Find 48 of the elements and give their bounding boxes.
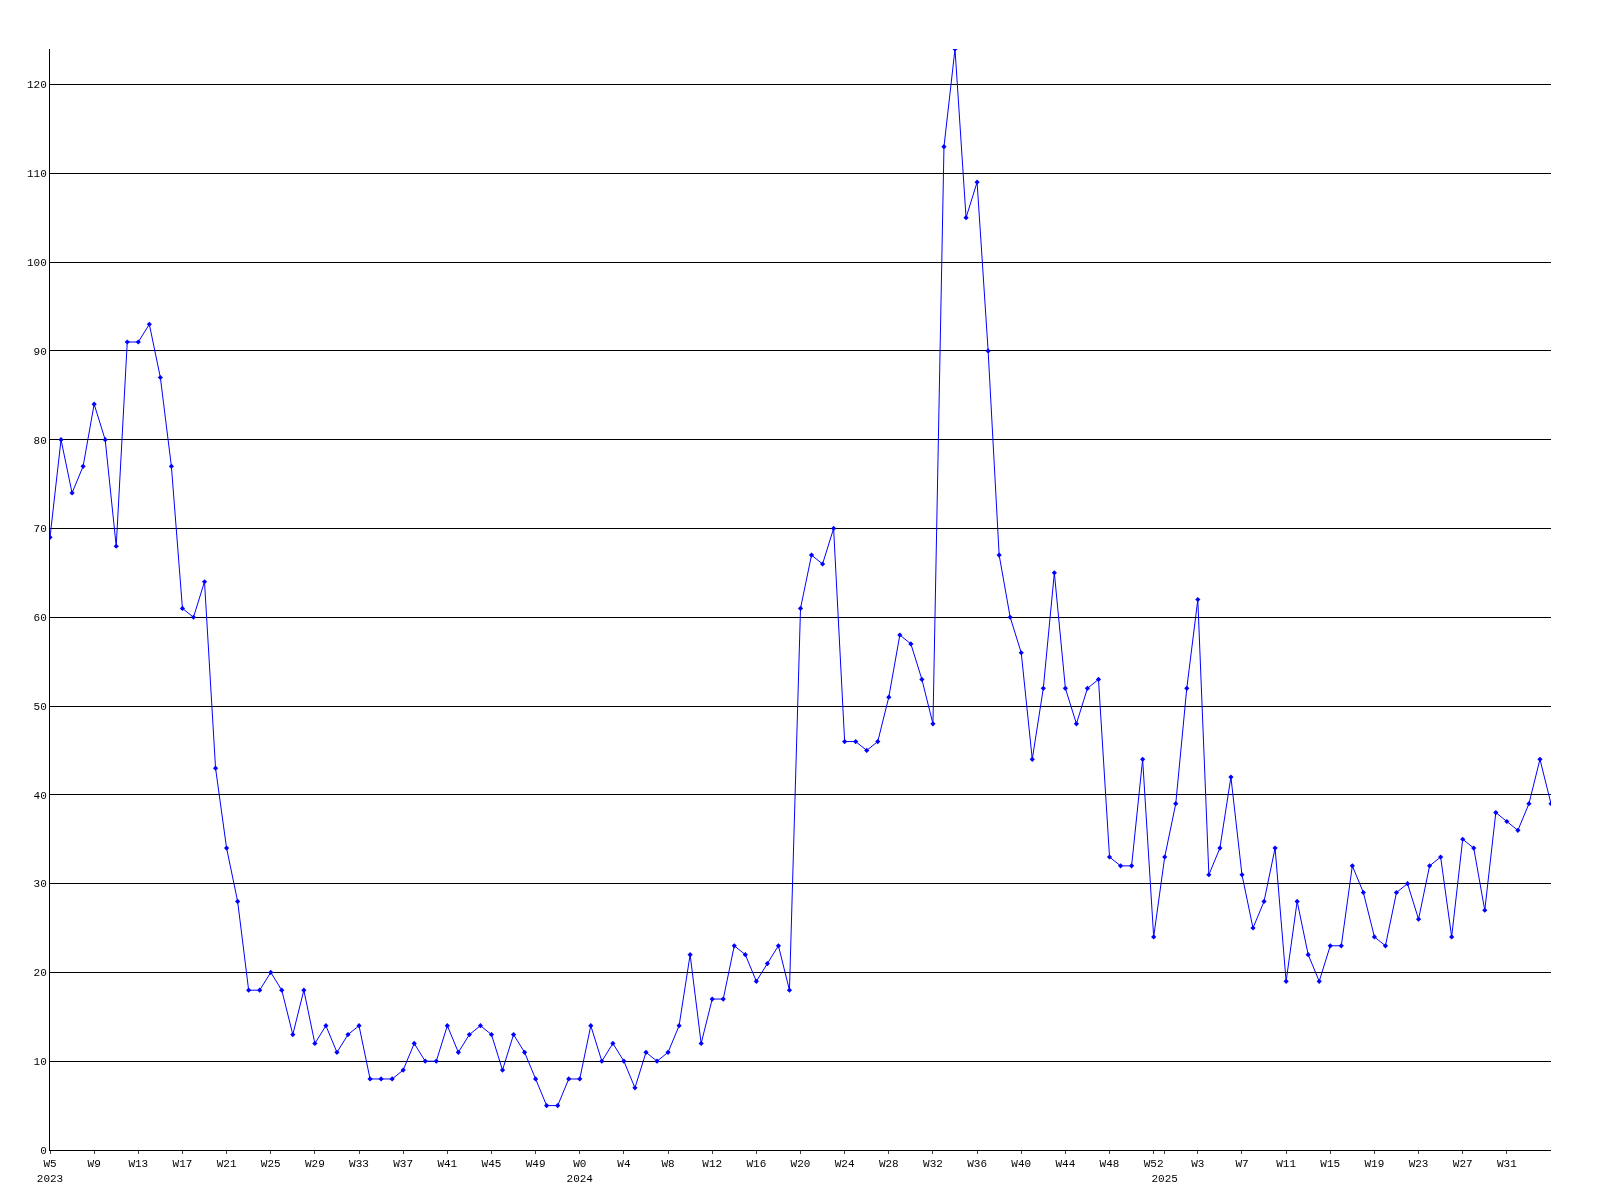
x-tick-label: W5 2023 [36,1158,64,1185]
y-tick-label: 20 [33,967,47,980]
x-tick-label: W48 [1099,1158,1120,1171]
y-tick-label: 80 [33,434,47,447]
x-tick-label: W29 [304,1158,325,1171]
y-tick-label: 30 [33,878,47,891]
x-tick-label: W31 [1496,1158,1518,1171]
x-tick-label: W49 [525,1158,546,1171]
x-tick-label: W7 [1235,1158,1249,1171]
x-tick-label: W52 [1143,1158,1164,1171]
y-tick-label: 70 [33,523,47,536]
x-tick-label: W17 [172,1158,193,1171]
x-tick-label: W28 [878,1158,899,1171]
x-tick-label: W8 [661,1158,675,1171]
x-tick-label: W41 [437,1158,458,1171]
y-tick-label: 40 [33,789,47,802]
x-tick-label: W37 [393,1158,414,1171]
x-tick-label: W3 [1191,1158,1205,1171]
y-tick-label: 100 [26,256,47,269]
x-tick-label: W0 2024 [566,1158,594,1185]
x-tick-label: W25 [260,1158,281,1171]
x-tick-label: W4 [617,1158,631,1171]
y-tick-label: 10 [33,1056,47,1069]
x-tick-label: W33 [349,1158,369,1171]
x-tick-label: W19 [1364,1158,1385,1171]
x-tick-label: W15 [1320,1158,1341,1171]
x-tick-label: W23 [1408,1158,1429,1171]
x-tick-label: W24 [834,1158,855,1171]
y-tick-label: 120 [26,79,47,92]
y-tick-label: 110 [26,168,47,181]
x-tick-label: W45 [481,1158,502,1171]
x-tick-label: W20 [790,1158,811,1171]
x-tick-label: W32 [923,1158,943,1171]
y-tick-label: 90 [33,345,47,358]
x-tick-label: W36 [967,1158,987,1171]
y-tick-label: 50 [33,700,47,713]
y-tick-label: 60 [33,612,47,625]
x-tick-label: W40 [1011,1158,1032,1171]
x-tick-label: 2025 [1151,1172,1178,1185]
x-tick-label: W11 [1276,1158,1297,1171]
y-tick-label: 0 [40,1144,47,1157]
x-tick-label: W9 [87,1158,101,1171]
x-tick-label: W13 [128,1158,149,1171]
x-tick-label: W21 [216,1158,237,1171]
x-tick-label: W27 [1452,1158,1473,1171]
x-tick-label: W44 [1055,1158,1076,1171]
x-tick-label: W16 [746,1158,767,1171]
x-tick-label: W12 [702,1158,723,1171]
